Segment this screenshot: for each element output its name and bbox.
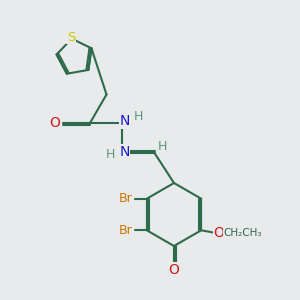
Text: H: H bbox=[133, 110, 143, 123]
Text: N: N bbox=[119, 145, 130, 158]
Text: O: O bbox=[214, 226, 224, 240]
Text: N: N bbox=[120, 114, 130, 128]
Text: O: O bbox=[50, 116, 60, 130]
Text: O: O bbox=[169, 263, 179, 277]
Text: CH₂CH₃: CH₂CH₃ bbox=[224, 228, 262, 238]
Text: Br: Br bbox=[119, 224, 133, 237]
Text: H: H bbox=[158, 140, 168, 153]
Text: S: S bbox=[67, 31, 75, 44]
Text: H: H bbox=[105, 148, 115, 161]
Text: Br: Br bbox=[119, 192, 133, 205]
